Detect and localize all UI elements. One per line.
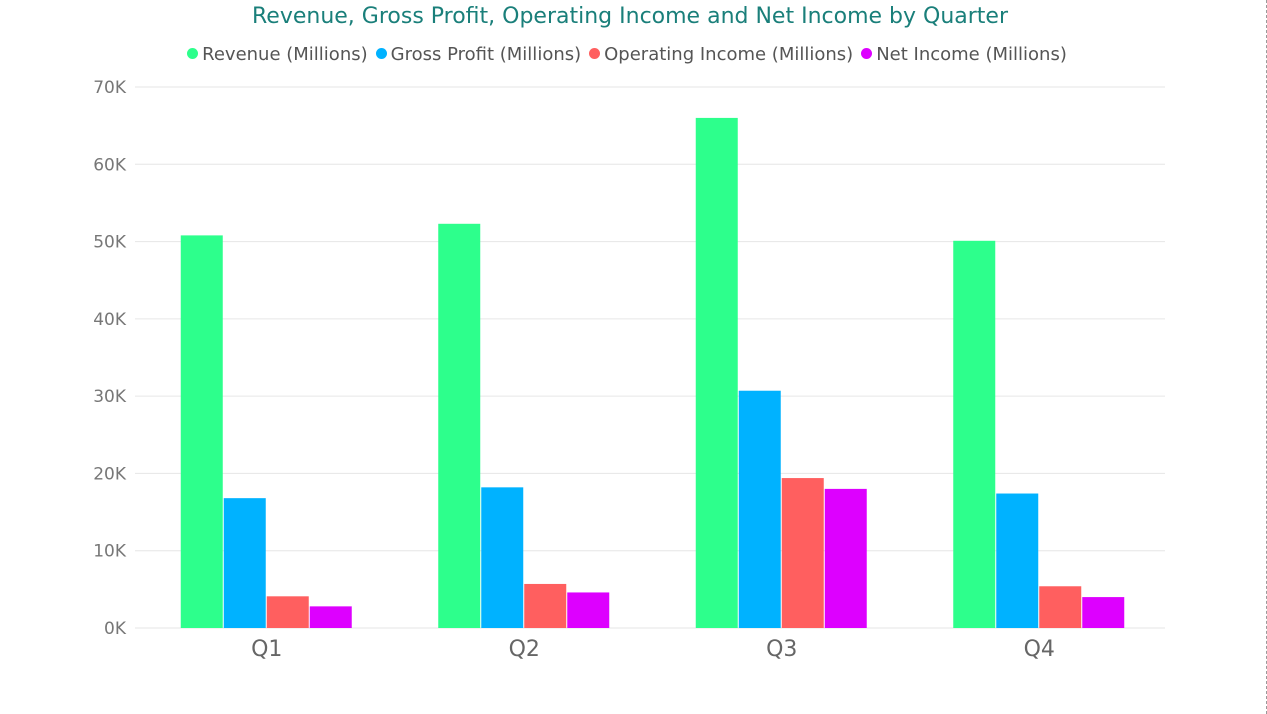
bar-gross-profit-millions-q2[interactable] xyxy=(481,487,524,628)
legend-label: Gross Profit (Millions) xyxy=(390,44,582,65)
x-tick-label: Q4 xyxy=(1024,637,1055,662)
y-tick-label: 20K xyxy=(93,464,127,484)
y-tick-label: 30K xyxy=(93,387,127,407)
y-tick-label: 50K xyxy=(93,233,127,253)
bar-operating-income-millions-q3[interactable] xyxy=(781,478,824,628)
y-tick-label: 40K xyxy=(93,310,127,330)
legend-marker-icon xyxy=(861,48,873,59)
bar-gross-profit-millions-q3[interactable] xyxy=(738,390,781,628)
bars xyxy=(180,117,1125,629)
legend-marker-icon xyxy=(187,48,199,59)
bar-revenue-millions-q1[interactable] xyxy=(180,235,223,629)
x-tick-label: Q1 xyxy=(251,637,282,662)
bar-net-income-millions-q2[interactable] xyxy=(567,592,610,628)
legend-label: Net Income (Millions) xyxy=(876,44,1067,65)
bar-gross-profit-millions-q4[interactable] xyxy=(996,493,1039,628)
legend-item[interactable]: Operating Income (Millions) xyxy=(589,44,853,65)
y-tick-label: 0K xyxy=(104,619,127,639)
bar-revenue-millions-q3[interactable] xyxy=(695,117,738,629)
bar-gross-profit-millions-q1[interactable] xyxy=(223,498,266,628)
bar-net-income-millions-q3[interactable] xyxy=(824,488,867,628)
x-tick-label: Q2 xyxy=(509,637,540,662)
y-tick-label: 70K xyxy=(93,78,127,98)
legend-label: Operating Income (Millions) xyxy=(604,44,854,65)
legend-label: Revenue (Millions) xyxy=(202,44,368,65)
legend-marker-icon xyxy=(375,48,387,59)
legend-item[interactable]: Gross Profit (Millions) xyxy=(375,44,582,65)
y-tick-label: 60K xyxy=(93,155,127,175)
chart-title: Revenue, Gross Profit, Operating Income … xyxy=(252,4,1008,29)
bar-revenue-millions-q2[interactable] xyxy=(438,223,481,628)
bar-revenue-millions-q4[interactable] xyxy=(953,240,996,628)
y-tick-label: 10K xyxy=(93,542,127,562)
bar-operating-income-millions-q1[interactable] xyxy=(266,596,309,628)
x-tick-label: Q3 xyxy=(766,637,797,662)
y-axis: 0K 10K 20K 30K 40K 50K 60K 70K xyxy=(93,78,127,639)
legend: Revenue (Millions) Gross Profit (Millions… xyxy=(0,44,1254,65)
legend-item[interactable]: Revenue (Millions) xyxy=(187,44,368,65)
x-axis: Q1 Q2 Q3 Q4 xyxy=(251,637,1055,662)
legend-marker-icon xyxy=(589,48,601,59)
bar-operating-income-millions-q4[interactable] xyxy=(1039,586,1082,628)
bar-net-income-millions-q1[interactable] xyxy=(309,606,352,628)
bar-net-income-millions-q4[interactable] xyxy=(1082,597,1125,628)
bar-operating-income-millions-q2[interactable] xyxy=(524,583,567,628)
legend-item[interactable]: Net Income (Millions) xyxy=(861,44,1067,65)
